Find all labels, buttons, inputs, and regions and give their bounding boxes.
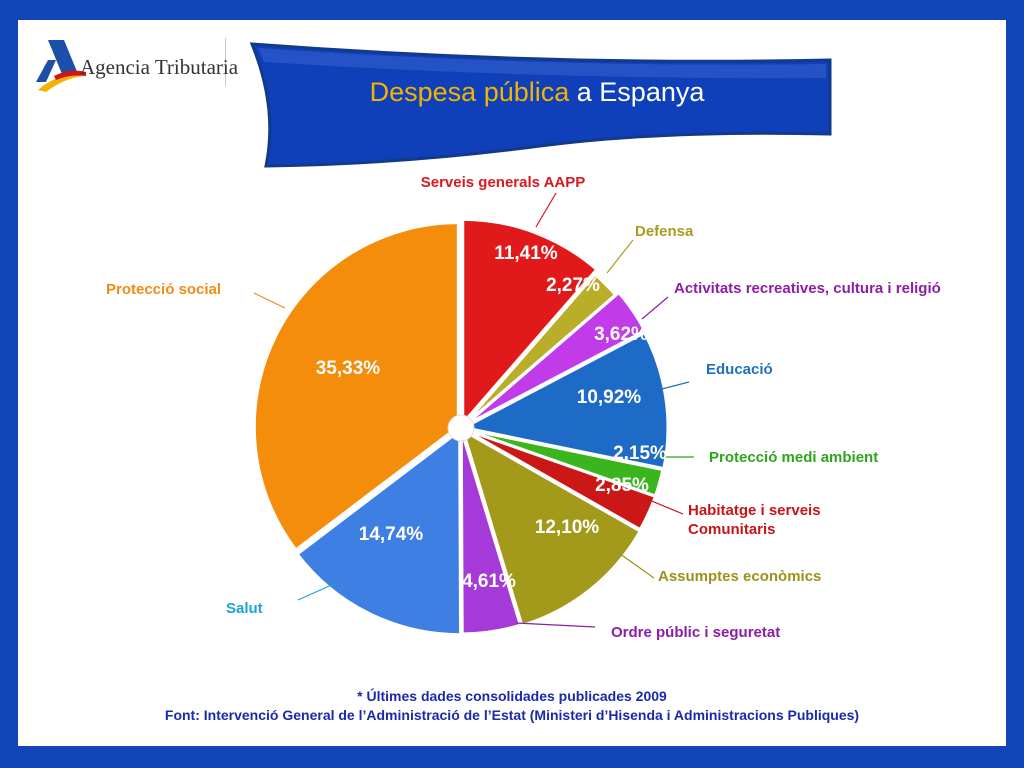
pie-slice: [461, 217, 599, 428]
slice-category-label: Protecció social: [106, 281, 221, 298]
pie-center-hole: [447, 414, 475, 442]
slice-category-label: Educació: [706, 361, 773, 378]
agencia-tributaria-logo: [36, 40, 86, 92]
leader-line: [657, 381, 690, 391]
logo-mark-swoosh: [38, 75, 84, 92]
pie-slice: [459, 429, 523, 636]
logo-mark-red: [54, 70, 86, 80]
slice-value-label: 14,74%: [359, 524, 424, 545]
title-banner: [249, 42, 832, 168]
leader-line: [641, 496, 684, 515]
slice-value-label: 11,41%: [494, 243, 557, 264]
leader-line: [641, 296, 669, 320]
leader-lines: [253, 192, 694, 628]
slice-value-label: 3,62%: [594, 324, 648, 345]
pie-slice: [295, 427, 463, 637]
title-part-main: a Espanya: [576, 77, 705, 107]
footer: * Últimes dades consolidades publicades …: [18, 687, 1006, 725]
page-title: Despesa pública a Espanya: [248, 77, 826, 108]
leader-line: [515, 622, 596, 628]
slice-value-label: 4,61%: [462, 571, 516, 592]
slice-category-label: Serveis generals AAPP: [421, 174, 586, 191]
slide: Agencia Tributaria Despesa pública a Esp…: [18, 20, 1006, 746]
slice-category-label: Defensa: [635, 223, 694, 240]
slice-category-label: Habitatge i serveis Comunitaris: [688, 502, 821, 538]
slice-value-label: 2,27%: [546, 275, 600, 296]
value-labels: 11,41% 2,27% 3,62% 10,92% 2,15% 2,85% 12,10% 4,…: [316, 243, 667, 592]
logo-divider: [225, 38, 226, 86]
leader-line: [615, 550, 655, 579]
logo-mark-navy: [36, 60, 56, 82]
slice-category-label: Assumptes econòmics: [658, 568, 821, 585]
logo-mark-blue: [48, 40, 78, 74]
slice-category-label: Protecció medi ambient: [709, 449, 878, 466]
slice-value-label: 10,92%: [577, 387, 642, 408]
title-part-accent: Despesa pública: [369, 77, 570, 107]
leader-line: [606, 239, 634, 274]
leader-line: [253, 292, 286, 309]
slice-category-label: Activitats recreatives, cultura i religi…: [674, 280, 941, 297]
slice-value-label: 12,10%: [535, 517, 600, 538]
footer-source: Font: Intervenció General de l’Administr…: [164, 707, 860, 723]
leader-line: [535, 192, 557, 228]
logo-text: Agencia Tributaria: [80, 55, 239, 79]
leader-line: [297, 582, 337, 601]
slice-category-label: Ordre públic i seguretat: [611, 624, 780, 641]
slice-category-label: Salut: [226, 600, 263, 617]
pie-chart: 11,41% 2,27% 3,62% 10,92% 2,15% 2,85% 12,10% 4,…: [106, 174, 941, 641]
footer-note: * Últimes dades consolidades publicades …: [357, 688, 667, 704]
slice-value-label: 2,85%: [595, 475, 649, 496]
pie-slices: [252, 217, 670, 637]
slice-value-label: 2,15%: [613, 443, 667, 464]
category-labels: Serveis generals AAPP Defensa Activitats r…: [106, 174, 941, 641]
slice-value-label: 35,33%: [316, 358, 381, 379]
pie-slice: [459, 330, 670, 471]
banner-highlight: [258, 48, 826, 79]
pie-slice: [252, 221, 460, 553]
